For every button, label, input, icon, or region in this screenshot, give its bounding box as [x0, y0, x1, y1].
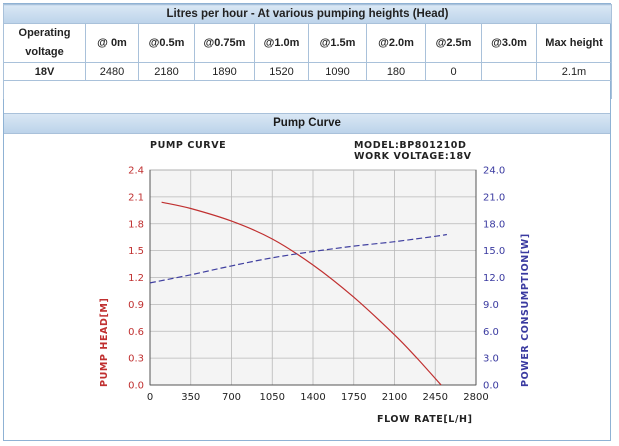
table-cell — [481, 62, 537, 81]
y2-tick-label: 0.0 — [483, 381, 499, 392]
y-tick-label: 2.1 — [128, 192, 144, 203]
column-header: Max height — [535, 23, 613, 63]
y2-tick-label: 3.0 — [483, 354, 499, 365]
spec-table: Litres per hour - At various pumping hei… — [2, 4, 613, 99]
y2-axis-label: POWER CONSUMPTION[W] — [520, 233, 531, 387]
table-cell: 18V — [3, 62, 86, 81]
table-cell: 1090 — [308, 62, 367, 81]
y-tick-label: 1.2 — [128, 273, 144, 284]
table-cell: 2180 — [138, 62, 195, 81]
y2-tick-label: 12.0 — [483, 273, 505, 284]
table-cell: 1520 — [254, 62, 309, 81]
column-header: @ 0m — [85, 23, 139, 63]
y2-tick-label: 21.0 — [483, 192, 505, 203]
table-cell: 0 — [425, 62, 482, 81]
column-header: Operating voltage — [3, 23, 86, 63]
x-tick-label: 2100 — [382, 392, 407, 403]
chart-axes — [149, 170, 477, 386]
table-cell: 2.1m — [535, 62, 613, 81]
table-row: 18V 2480 2180 1890 1520 1090 180 0 2.1m — [3, 62, 613, 81]
y-tick-label: 0.0 — [128, 381, 144, 392]
pump-head-line — [161, 201, 442, 386]
y2-tick-label: 9.0 — [483, 300, 499, 311]
x-axis-label: FLOW RATE[L/H] — [377, 414, 473, 425]
x-tick-label: 1750 — [341, 392, 366, 403]
y-tick-label: 2.4 — [128, 166, 144, 177]
x-tick-label: 350 — [181, 392, 200, 403]
y-tick-label: 1.5 — [128, 246, 144, 257]
x-tick-label: 0 — [147, 392, 153, 403]
chart-voltage-label: WORK VOLTAGE:18V — [354, 151, 472, 162]
chart-title: PUMP CURVE — [150, 140, 226, 151]
x-tick-label: 1050 — [260, 392, 285, 403]
y2-tick-label: 6.0 — [483, 327, 499, 338]
table-header-row: Operating voltage @ 0m @0.5m @0.75m @1.0… — [3, 23, 613, 63]
table-cell: 180 — [366, 62, 426, 81]
power-consumption-line — [149, 233, 447, 284]
x-tick-label: 700 — [222, 392, 241, 403]
pump-curve-chart: 0 350 700 1050 1400 1750 2100 2450 28000.00.30.6… — [99, 140, 531, 425]
y2-tick-label: 15.0 — [483, 246, 505, 257]
spec-panel — [3, 3, 611, 441]
table-cell: 2480 — [85, 62, 139, 81]
y2-tick-label: 18.0 — [483, 219, 505, 230]
x-tick-label: 2800 — [463, 392, 488, 403]
table-title: Litres per hour - At various pumping hei… — [2, 4, 613, 24]
column-header: @2.5m — [425, 23, 482, 63]
x-tick-label: 1400 — [300, 392, 325, 403]
chart-model-label: MODEL:BP801210D — [354, 140, 467, 151]
column-header: @0.5m — [138, 23, 195, 63]
table-spacer-row — [2, 80, 613, 99]
column-header: @2.0m — [366, 23, 426, 63]
y2-tick-label: 24.0 — [483, 166, 505, 177]
column-header: @3.0m — [481, 23, 537, 63]
x-tick-label: 2450 — [423, 392, 448, 403]
y-tick-label: 0.6 — [128, 327, 144, 338]
column-header: @1.5m — [308, 23, 367, 63]
y-tick-label: 1.8 — [128, 219, 144, 230]
chart-ticks: 0 350 700 1050 1400 1750 2100 2450 28000.00.30.6… — [128, 166, 505, 404]
chart-series — [149, 201, 447, 386]
table-cell: 1890 — [194, 62, 255, 81]
y-tick-label: 0.9 — [128, 300, 144, 311]
y-tick-label: 0.3 — [128, 354, 144, 365]
column-header: @1.0m — [254, 23, 309, 63]
y-axis-label: PUMP HEAD[M] — [99, 298, 110, 387]
chart-grid — [149, 169, 477, 386]
pump-curve-title: Pump Curve — [4, 113, 610, 134]
column-header: @0.75m — [194, 23, 255, 63]
